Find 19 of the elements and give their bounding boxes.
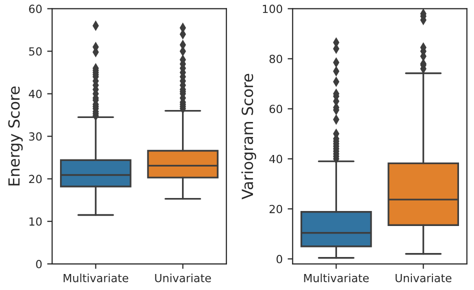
y-tick-label: 60 [29,4,42,14]
y-tick-label: 80 [270,54,282,64]
y-axis-title: Variogram Score [241,74,256,200]
y-tick-label: 60 [270,104,282,114]
y-axis-title: Energy Score [8,86,23,186]
y-tick-label: 40 [269,154,282,164]
y-tick-label: 30 [29,132,42,141]
y-tick-label: 50 [29,47,42,56]
x-tick-label: Univariate [396,274,452,282]
y-tick-label: 10 [30,217,42,226]
x-tick-label: Univariate [155,274,211,282]
x-tick-label: Multivariate [64,274,128,282]
y-tick-label: 0 [36,260,42,268]
y-tick-label: 40 [28,90,42,98]
x-tick-label: Multivariate [304,274,369,282]
y-tick-label: 20 [270,204,282,214]
y-tick-label: 0 [276,254,282,264]
y-tick-label: 20 [29,174,42,184]
y-tick-label: 100 [262,4,282,14]
